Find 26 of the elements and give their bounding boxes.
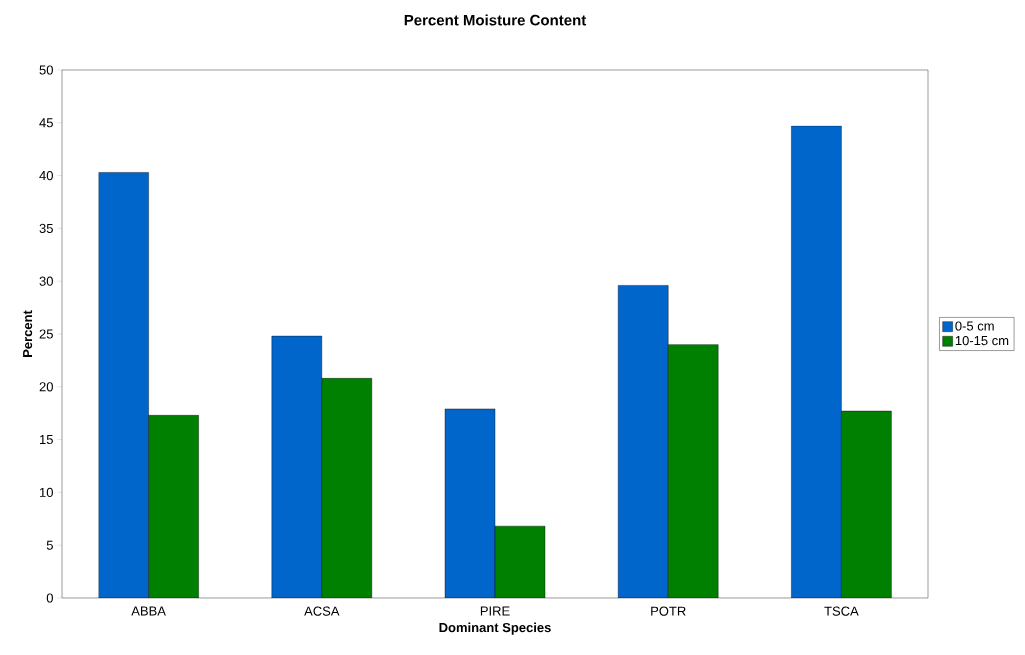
y-tick-label: 45: [39, 118, 53, 128]
y-tick-label: 0: [46, 593, 53, 603]
y-tick-label: 15: [40, 435, 53, 445]
bar: [494, 525, 546, 598]
y-axis-title: Percent: [23, 310, 33, 357]
y-tick-label: 30: [39, 276, 53, 286]
bar: [148, 415, 199, 598]
y-tick-label: 5: [46, 540, 53, 550]
x-tick-label: ACSA: [304, 606, 340, 616]
chart-title: Percent Moisture Content: [404, 14, 587, 26]
y-tick-label: 40: [39, 170, 53, 181]
x-tick-label: ABBA: [131, 606, 166, 616]
y-tick-label: 50: [39, 65, 53, 75]
bar: [668, 344, 719, 598]
y-tick-label: 20: [39, 382, 53, 392]
x-tick-label: POTR: [651, 606, 686, 616]
x-tick-label: PIRE: [480, 606, 510, 616]
y-tick-label: 25: [39, 329, 53, 339]
bar: [841, 410, 892, 598]
legend-label: 10-15 cm: [955, 335, 1009, 346]
y-tick-label: 10: [40, 487, 53, 497]
y-tick-label: 35: [39, 223, 53, 233]
x-axis-title: Dominant Species: [439, 622, 551, 635]
x-tick-label: TSCA: [824, 606, 859, 616]
legend-label: 0-5 cm: [955, 321, 994, 331]
bar: [321, 378, 373, 598]
